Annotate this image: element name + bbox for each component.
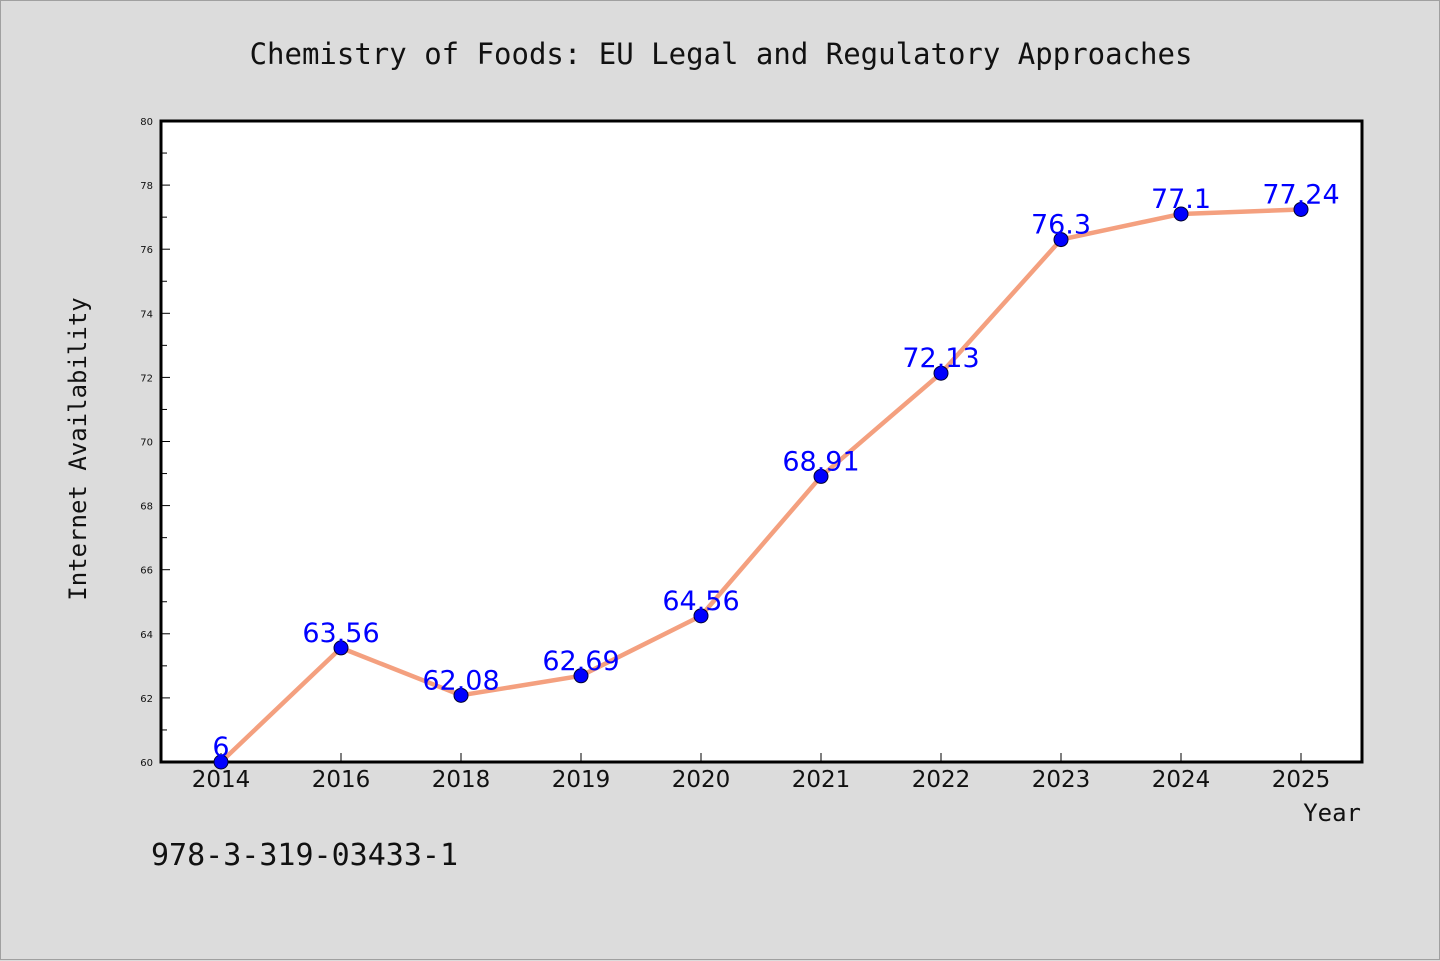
- data-point: [933, 365, 949, 381]
- x-tick-label: 2020: [672, 767, 731, 793]
- data-point: [453, 687, 469, 703]
- chart-title: Chemistry of Foods: EU Legal and Regulat…: [250, 37, 1193, 71]
- x-tick-label: 2018: [432, 767, 491, 793]
- data-label: 76.3: [1031, 210, 1091, 241]
- data-label: 77.24: [1262, 179, 1339, 210]
- x-tick-label: 2021: [792, 767, 851, 793]
- x-axis-label: Year: [1303, 799, 1361, 827]
- x-tick-label: 2024: [1152, 767, 1211, 793]
- data-label: 72.13: [902, 343, 979, 374]
- data-label: 77.1: [1151, 184, 1211, 215]
- y-tick-label: 70: [140, 438, 153, 449]
- series-line: [218, 207, 1304, 765]
- y-tick-label: 80: [140, 117, 153, 128]
- x-tick-label: 2023: [1032, 767, 1091, 793]
- data-point: [813, 468, 829, 484]
- y-axis: 60 62 64 66 68 70 72 74 76 78 80: [140, 117, 170, 769]
- data-point: [1173, 206, 1189, 222]
- x-tick-label: 2016: [312, 767, 371, 793]
- y-tick-label: 66: [140, 566, 153, 577]
- x-axis: 2014 2016 2018 2019 2020 2021 2022 2023 2024 2025: [192, 753, 1331, 793]
- data-point: [573, 668, 589, 684]
- y-tick-label: 60: [140, 758, 153, 769]
- y-tick-label: 78: [140, 181, 153, 192]
- y-axis-label: Internet Availability: [64, 297, 92, 600]
- data-point: [1053, 232, 1069, 248]
- y-tick-label: 64: [140, 630, 153, 641]
- y-tick-label: 68: [140, 502, 153, 513]
- x-tick-label: 2022: [912, 767, 971, 793]
- data-label: 62.69: [542, 646, 619, 677]
- data-label: 63.56: [302, 618, 379, 649]
- x-tick-label: 2014: [192, 767, 251, 793]
- x-tick-label: 2019: [552, 767, 611, 793]
- data-label: 6: [212, 732, 229, 763]
- data-point: [693, 608, 709, 624]
- isbn-annotation: 978-3-319-03433-1: [151, 838, 458, 873]
- data-label: 64.56: [662, 586, 739, 617]
- data-point: [213, 754, 229, 770]
- y-tick-label: 74: [140, 309, 153, 320]
- x-tick-label: 2025: [1272, 767, 1331, 793]
- data-point: [1293, 201, 1309, 217]
- y-tick-label: 62: [140, 694, 153, 705]
- series-line-group: 6 63.56 62.08 62.69 64.56 68.91 72.13 76.3 77.1 7…: [212, 179, 1340, 770]
- data-point: [333, 640, 349, 656]
- data-label: 62.08: [422, 665, 499, 696]
- data-label: 68.91: [782, 446, 859, 477]
- y-tick-label: 76: [140, 245, 153, 256]
- y-tick-label: 72: [140, 373, 153, 384]
